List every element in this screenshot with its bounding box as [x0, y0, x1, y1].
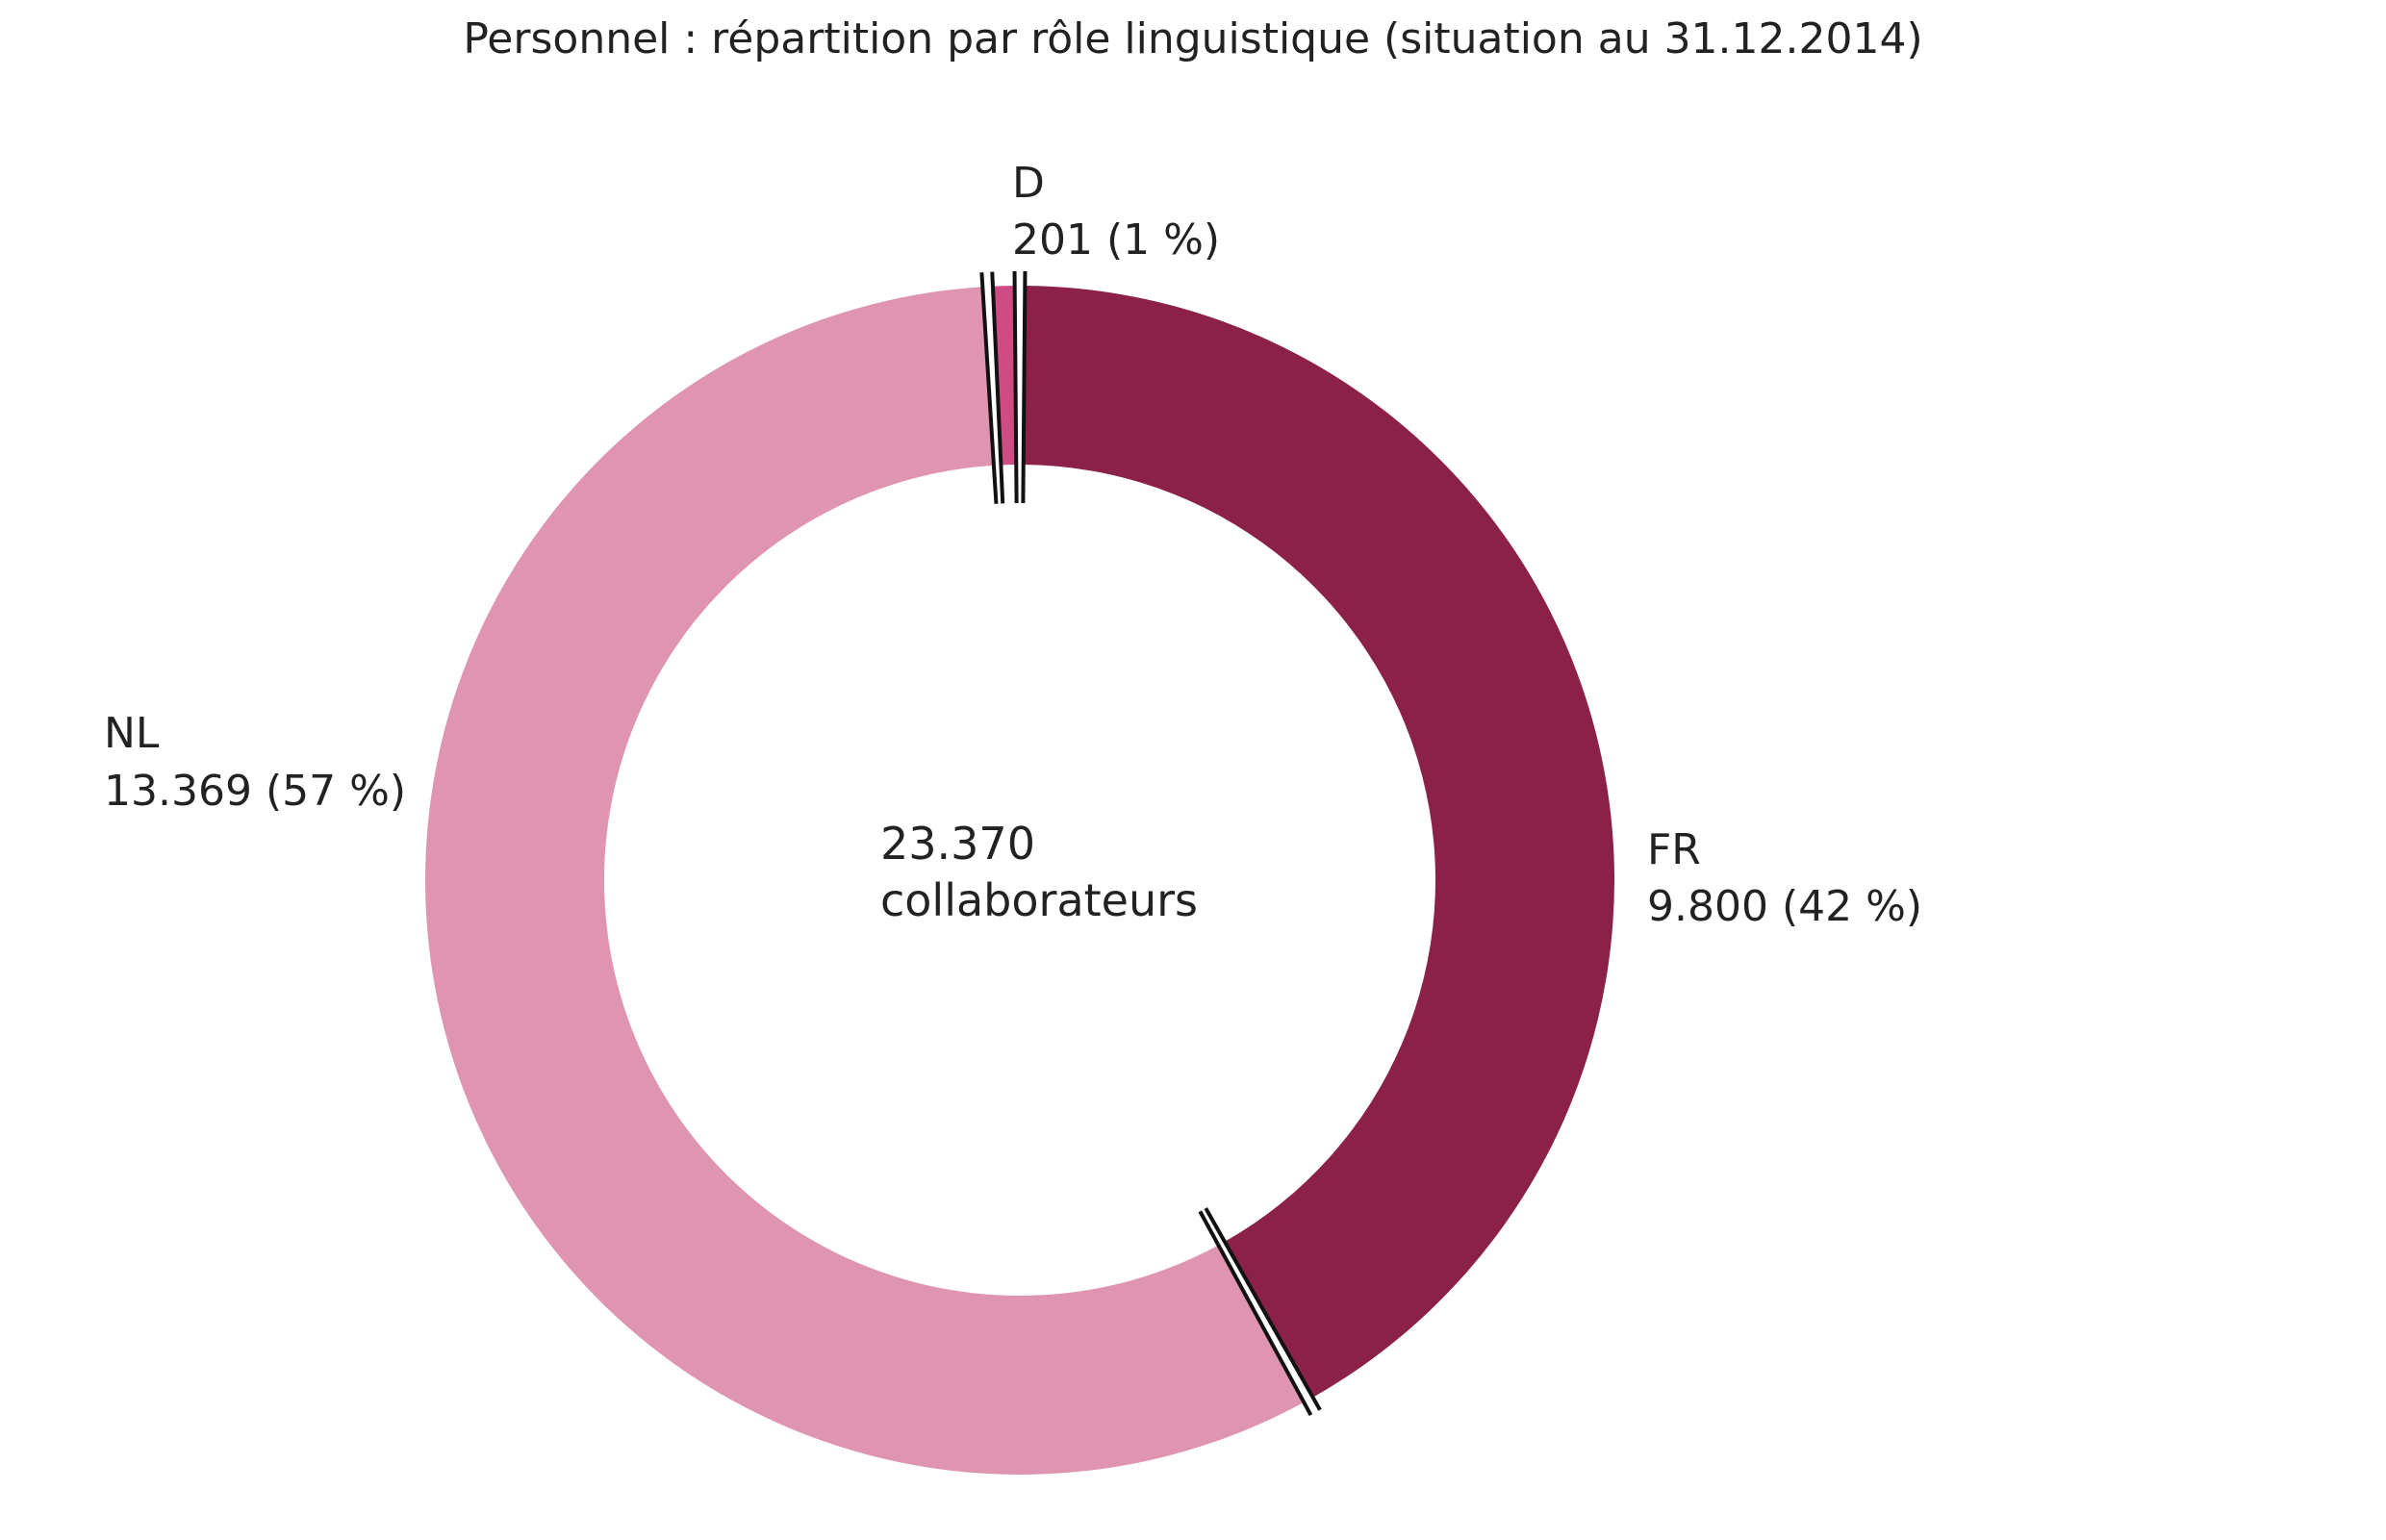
break-marks-group	[979, 271, 1322, 1417]
slice-label-nl-name: NL	[104, 709, 160, 758]
break-mark-line	[979, 272, 999, 504]
slice-label-nl-value: 13.369 (57 %)	[104, 767, 406, 816]
slice-label-fr-value: 9.800 (42 %)	[1647, 882, 1922, 931]
center-total-label: 23.370	[880, 818, 1035, 870]
donut-slice-nl	[425, 287, 1305, 1475]
break-mark-line	[1198, 1210, 1313, 1417]
break-mark-line	[1012, 271, 1019, 504]
slices-group	[425, 286, 1615, 1475]
slice-label-fr-name: FR	[1647, 825, 1701, 874]
donut-slice-d	[992, 286, 1017, 466]
break-mark-line	[990, 271, 1005, 504]
slice-label-d-value: 201 (1 %)	[1012, 215, 1220, 265]
break-mark-line	[1204, 1207, 1322, 1411]
chart-title: Personnel : répartition par rôle linguis…	[463, 14, 1922, 63]
slice-label-d-name: D	[1012, 159, 1045, 208]
donut-slice-fr	[1023, 286, 1615, 1398]
break-mark-line	[1021, 271, 1028, 504]
center-unit-label: collaborateurs	[880, 874, 1198, 926]
